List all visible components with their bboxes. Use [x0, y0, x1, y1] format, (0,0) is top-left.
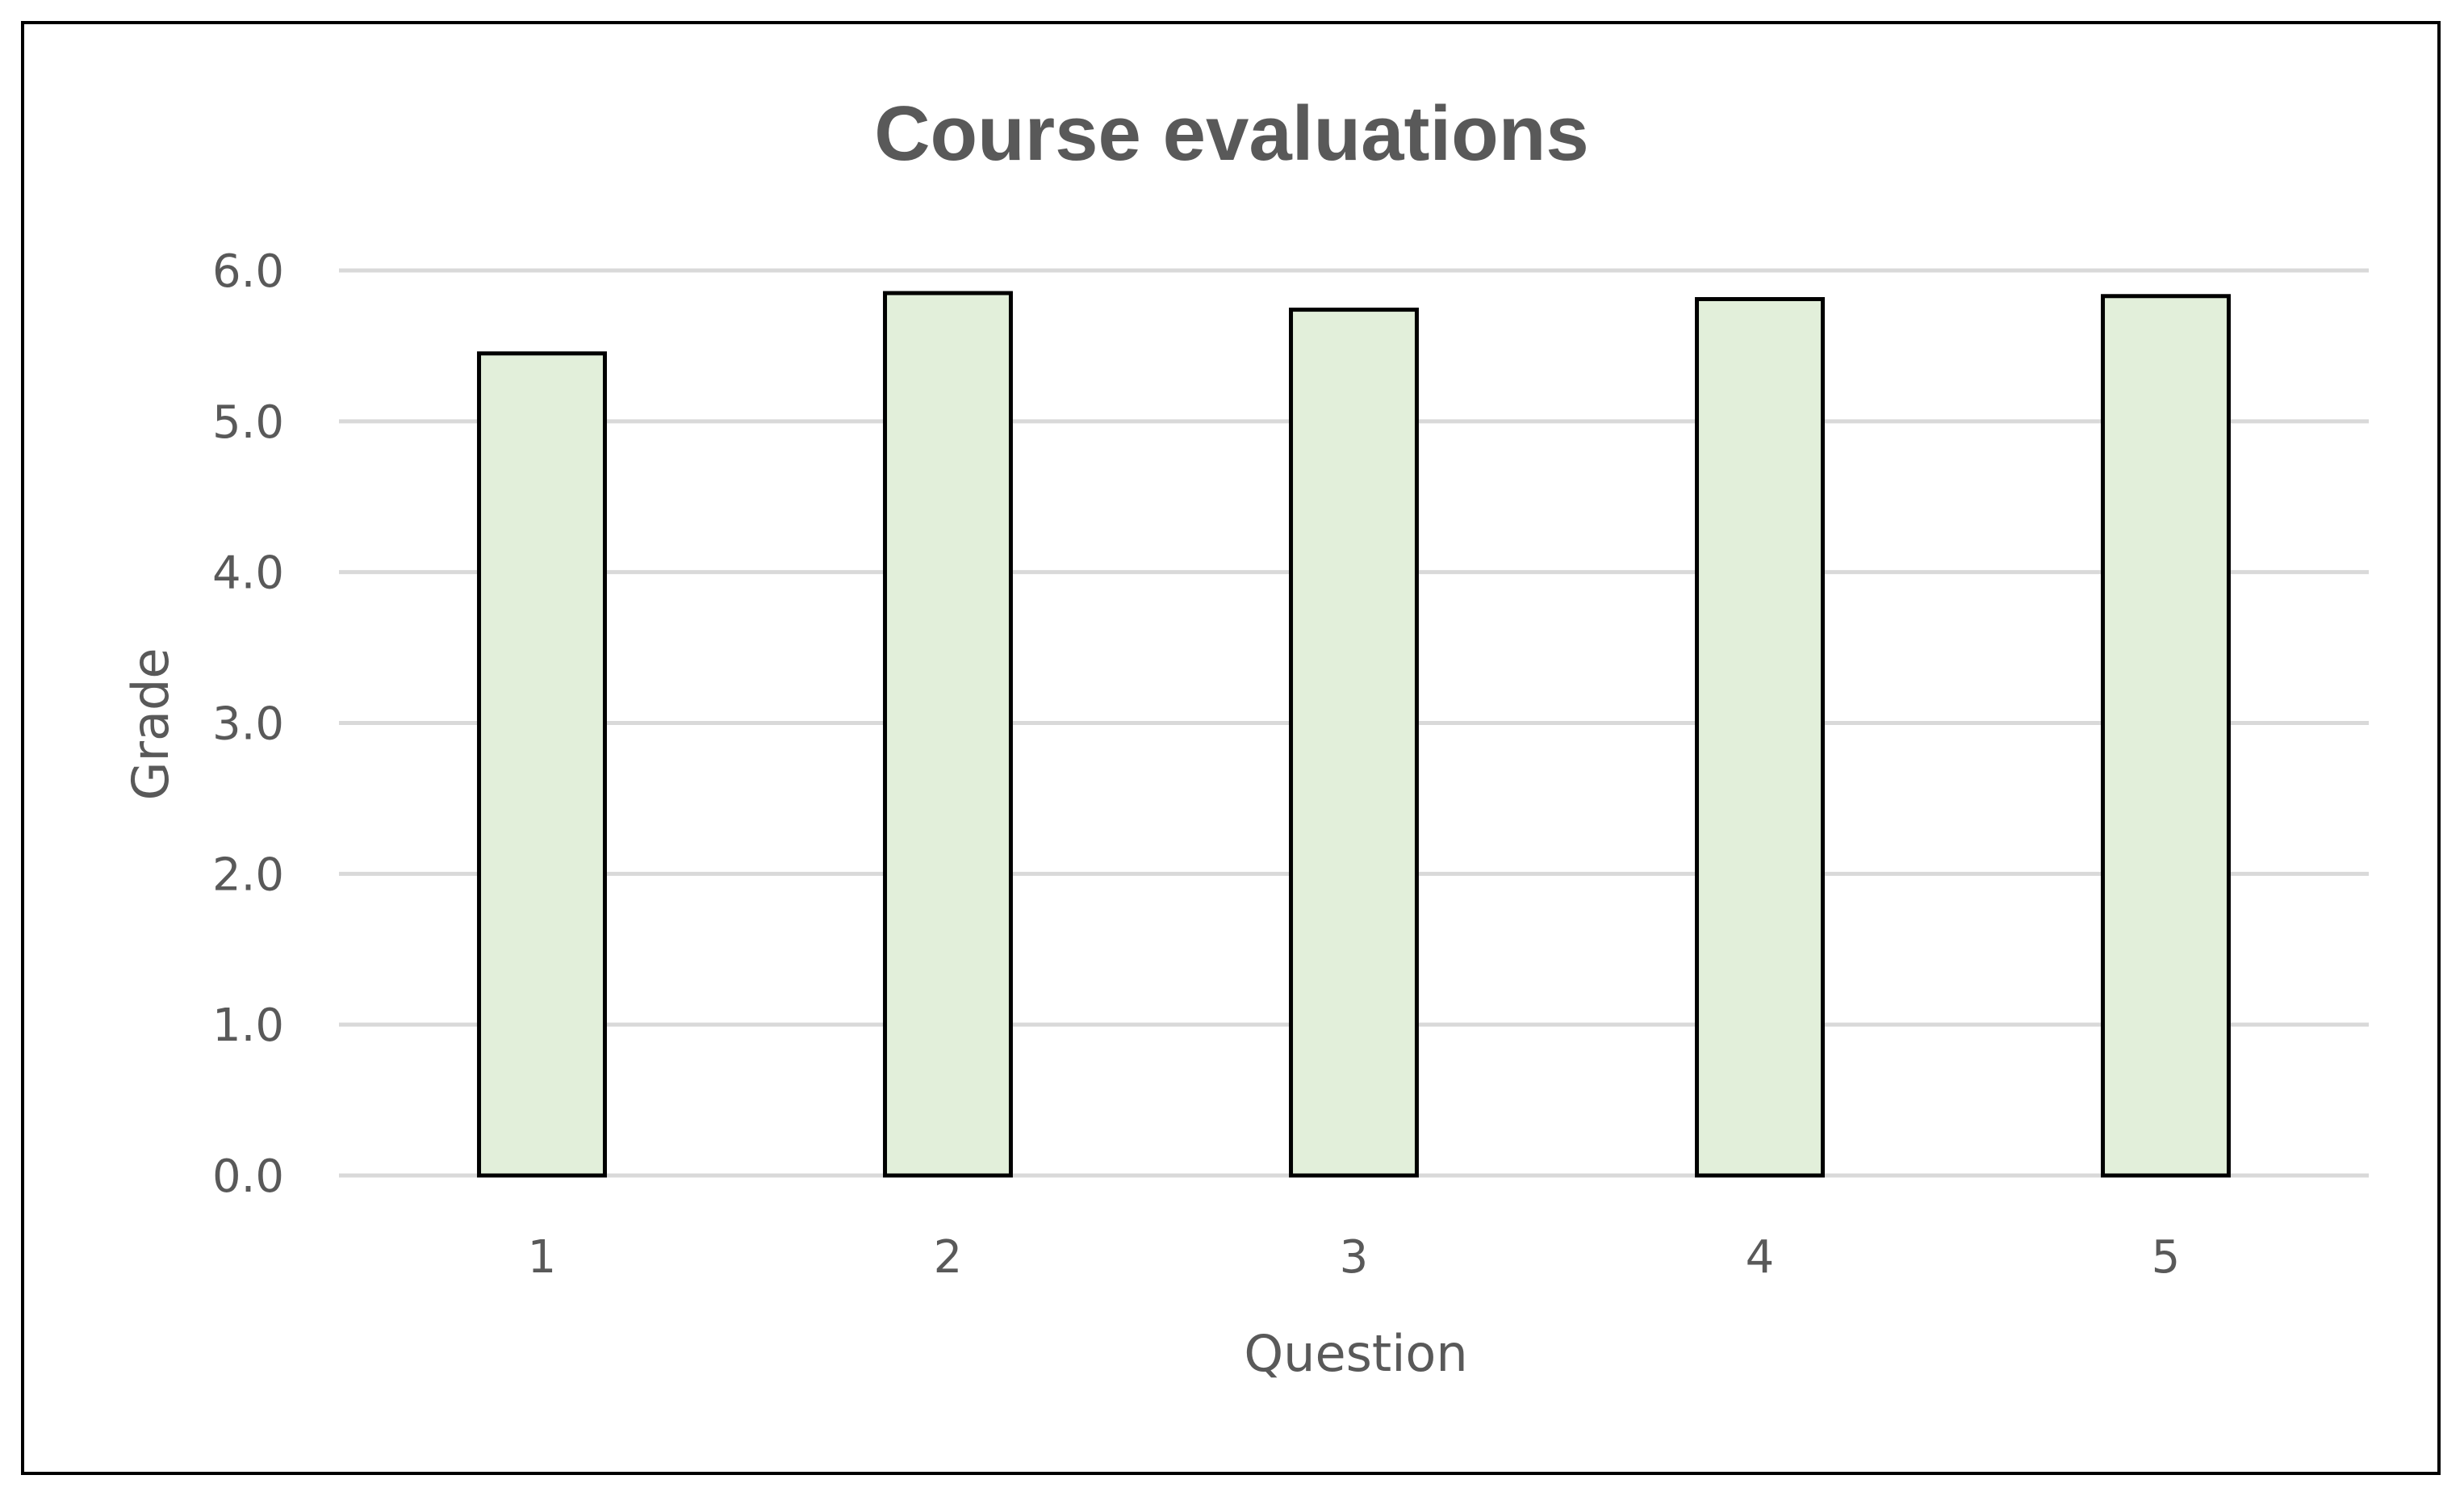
y-tick-label: 5.0: [212, 396, 284, 449]
y-tick-label: 3.0: [212, 698, 284, 751]
x-tick-label: 2: [934, 1231, 963, 1284]
y-tick-label: 2.0: [212, 849, 284, 901]
y-tick-label: 0.0: [212, 1150, 284, 1203]
y-axis-title: Grade: [121, 647, 180, 800]
chart-frame: [21, 21, 2441, 1475]
x-tick-label: 5: [2152, 1231, 2181, 1284]
y-tick-label: 1.0: [212, 999, 284, 1052]
chart-title: Course evaluations: [874, 90, 1589, 177]
x-tick-label: 4: [1746, 1231, 1775, 1284]
bar-question-2: [883, 291, 1013, 1178]
bar-question-1: [477, 351, 607, 1178]
x-tick-label: 3: [1340, 1231, 1369, 1284]
bar-question-3: [1289, 308, 1419, 1178]
bar-question-4: [1695, 296, 1825, 1178]
y-tick-labels: 0.0 1.0 2.0 3.0 4.0 5.0 6.0: [212, 245, 284, 1203]
x-tick-label: 1: [528, 1231, 557, 1284]
y-tick-label: 6.0: [212, 245, 284, 298]
x-tick-labels: 1 2 3 4 5: [528, 1231, 2181, 1284]
y-tick-label: 4.0: [212, 547, 284, 600]
x-axis-title: Question: [1244, 1324, 1467, 1383]
bars: [477, 291, 2231, 1178]
bar-question-5: [2101, 294, 2231, 1178]
